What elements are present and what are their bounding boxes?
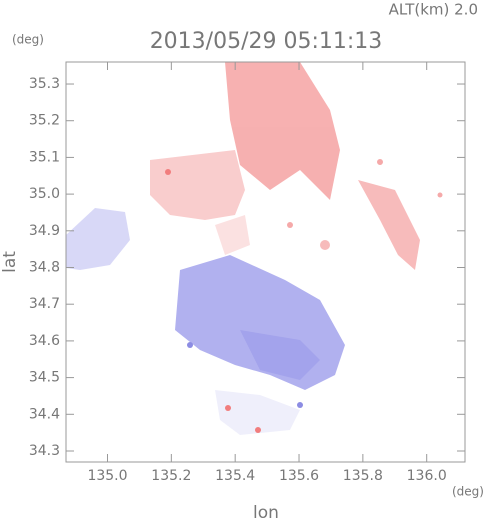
echo-cell: [187, 342, 193, 348]
echo-region: [215, 390, 300, 435]
y-tick-label: 34.6: [29, 333, 60, 349]
y-tick-label: 34.3: [29, 443, 60, 459]
echo-cell: [377, 159, 383, 165]
x-tick-label: 135.0: [87, 468, 127, 484]
echo-cell: [437, 192, 443, 198]
echo-cell: [255, 427, 261, 433]
y-tick-label: 34.7: [29, 296, 60, 312]
x-tick-label: 136.0: [407, 468, 447, 484]
y-tick-label: 35.3: [29, 76, 60, 92]
y-tick-label: 35.2: [29, 113, 60, 129]
y-tick-label: 34.5: [29, 370, 60, 386]
radar-field: [66, 62, 443, 435]
y-unit: (deg): [12, 33, 44, 47]
x-tick-label: 135.2: [151, 468, 191, 484]
chart-title: 2013/05/29 05:11:13: [150, 29, 383, 54]
y-tick-label: 35.1: [29, 149, 60, 165]
x-tick-label: 135.8: [343, 468, 383, 484]
echo-region: [225, 62, 340, 200]
altitude-label: ALT(km) 2.0: [389, 1, 478, 19]
y-tick-label: 35.0: [29, 186, 60, 202]
echo-cell: [297, 402, 303, 408]
x-unit: (deg): [452, 485, 484, 499]
echo-region: [358, 180, 420, 270]
echo-region: [240, 330, 320, 380]
echo-cell: [320, 240, 330, 250]
echo-cell: [165, 169, 171, 175]
y-tick-label: 34.8: [29, 260, 60, 276]
plot-frame: [65, 61, 466, 463]
y-axis-label: lat: [0, 251, 20, 273]
x-tick-label: 135.4: [215, 468, 255, 484]
y-tick-label: 34.4: [29, 406, 60, 422]
y-tick-label: 34.9: [29, 223, 60, 239]
echo-region: [215, 215, 250, 255]
x-axis-label: lon: [253, 503, 279, 521]
x-tick-label: 135.6: [279, 468, 319, 484]
echo-cell: [225, 405, 231, 411]
axes: 135.0 135.2 135.4 135.6 135.8 136.0 34.3 34.4 34…: [29, 62, 465, 484]
echo-cell: [287, 222, 293, 228]
echo-region: [150, 150, 245, 220]
echo-region: [66, 208, 130, 270]
